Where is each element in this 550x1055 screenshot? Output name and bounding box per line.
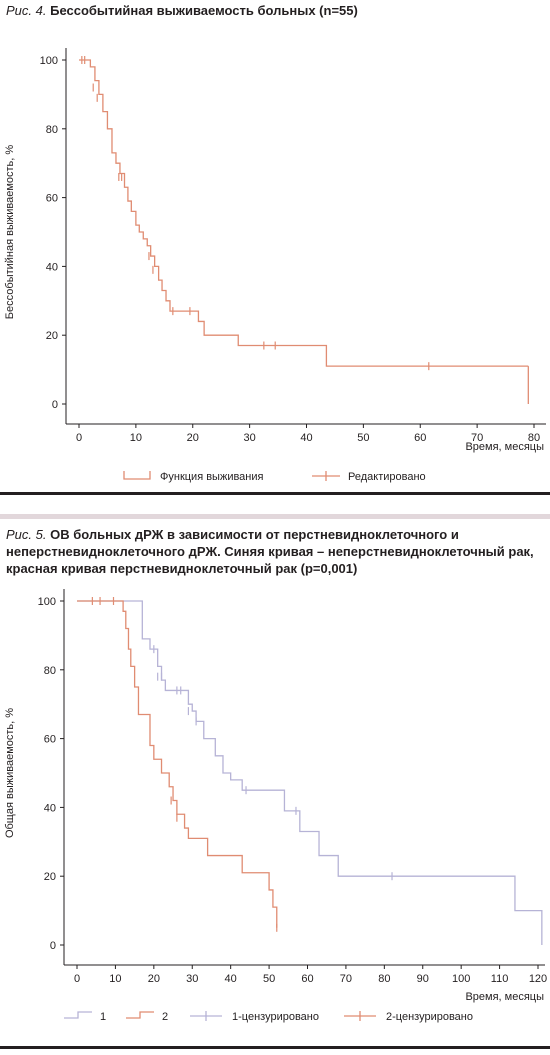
fig5-legend-2-swatch <box>126 1011 154 1019</box>
fig4-legend-survival-swatch <box>123 471 151 480</box>
fig5-curve-2 <box>77 600 278 928</box>
fig5-y-tick-label: 40 <box>44 802 56 814</box>
fig5-legend-1-label: 1 <box>100 1011 106 1023</box>
fig5-x-tick-label: 100 <box>452 973 470 985</box>
fig4-y-tick-label: 80 <box>46 124 58 136</box>
fig4-y-tick-label: 0 <box>52 399 58 411</box>
fig4-legend-survival-label: Функция выживания <box>160 471 264 483</box>
fig5-y-tick-label: 60 <box>44 734 56 746</box>
fig5-x-tick-label: 60 <box>301 973 313 985</box>
figure5-caption-text: ОВ больных дРЖ в зависимости от перстнев… <box>6 527 534 576</box>
fig4-x-tick-label: 30 <box>244 432 256 444</box>
fig4-x-tick-label: 40 <box>300 432 312 444</box>
fig5-legend-1-swatch <box>64 1011 92 1019</box>
fig4-x-tick-label: 70 <box>471 432 483 444</box>
figure5-caption-prefix: Рис. 5. <box>6 527 47 542</box>
fig4-x-tick-label: 80 <box>528 432 540 444</box>
figure4-bottom-rule <box>0 492 550 495</box>
fig4-y-axis-label: Бессобытийная выживаемость, % <box>4 145 16 320</box>
figure5-caption: Рис. 5. ОВ больных дРЖ в зависимости от … <box>6 526 546 577</box>
fig5-x-tick-label: 50 <box>263 973 275 985</box>
fig5-x-axis-label: Время, месяцы <box>465 991 544 1003</box>
fig5-x-tick-label: 80 <box>378 973 390 985</box>
fig4-x-tick-label: 20 <box>187 432 199 444</box>
fig4-y-tick-label: 100 <box>40 55 58 67</box>
fig5-x-tick-label: 70 <box>340 973 352 985</box>
fig5-x-tick-label: 110 <box>491 973 509 985</box>
fig4-survival-curve <box>79 59 529 367</box>
figure4-caption-prefix: Рис. 4. <box>6 3 47 18</box>
fig4-x-tick-label: 50 <box>357 432 369 444</box>
figure4-caption: Рис. 4. Бессобытийная выживаемость больн… <box>6 2 546 19</box>
fig5-x-tick-label: 0 <box>74 973 80 985</box>
fig5-curve-1 <box>77 600 543 945</box>
fig4-x-axis-label: Время, месяцы <box>465 441 544 453</box>
fig4-y-tick-label: 20 <box>46 330 58 342</box>
figure4-caption-text: Бессобытийная выживаемость больных (n=55… <box>50 3 358 18</box>
figure5-top-band <box>0 514 550 519</box>
fig5-y-tick-label: 80 <box>44 665 56 677</box>
fig5-x-tick-label: 10 <box>109 973 121 985</box>
fig5-legend-1c-label: 1-цензурировано <box>232 1011 319 1023</box>
fig5-legend-2c-label: 2-цензурировано <box>386 1011 473 1023</box>
fig4-y-tick-label: 60 <box>46 193 58 205</box>
fig4-x-tick-label: 10 <box>130 432 142 444</box>
fig5-legend-2-label: 2 <box>162 1011 168 1023</box>
fig5-y-tick-label: 20 <box>44 871 56 883</box>
fig5-y-axis-label: Общая выживаемость, % <box>4 708 16 838</box>
fig5-x-tick-label: 20 <box>148 973 160 985</box>
fig4-x-tick-label: 60 <box>414 432 426 444</box>
fig4-y-tick-label: 40 <box>46 261 58 273</box>
fig5-y-tick-label: 100 <box>38 596 56 608</box>
fig5-y-tick-label: 0 <box>50 940 56 952</box>
fig5-x-tick-label: 30 <box>186 973 198 985</box>
fig4-x-tick-label: 0 <box>76 432 82 444</box>
fig5-x-tick-label: 120 <box>529 973 547 985</box>
figure5-bottom-rule <box>0 1046 550 1049</box>
fig5-x-tick-label: 40 <box>225 973 237 985</box>
fig5-x-tick-label: 90 <box>417 973 429 985</box>
fig4-legend-censored-label: Редактировано <box>348 471 426 483</box>
